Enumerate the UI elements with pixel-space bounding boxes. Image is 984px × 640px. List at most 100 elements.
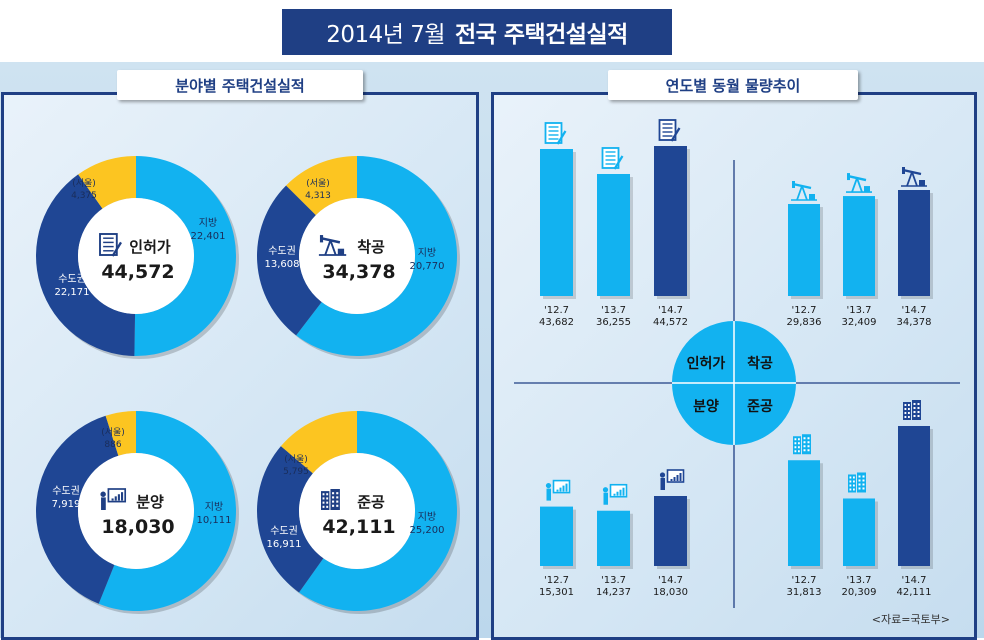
- window: [798, 450, 800, 453]
- label-jibang: 지방: [199, 217, 217, 229]
- bar-chart-4: '12.731,813 '13.720,309 '14.742,111: [787, 400, 933, 598]
- board-bar: [679, 473, 682, 481]
- document-sheet: [99, 233, 118, 256]
- pump-frame: [324, 239, 337, 256]
- bar-3: [654, 146, 687, 296]
- window: [908, 416, 910, 418]
- oil-pump-icon: [318, 235, 347, 256]
- bar-value: 31,813: [787, 587, 822, 598]
- pump-head: [792, 181, 795, 189]
- presenter-head: [602, 487, 609, 493]
- tower-right: [802, 434, 811, 455]
- center-name: 준공: [357, 493, 385, 511]
- bar-category: '12.7: [544, 575, 569, 586]
- window: [794, 450, 797, 453]
- bar-2: [597, 173, 630, 296]
- window: [862, 483, 865, 486]
- window: [908, 412, 910, 414]
- window: [853, 484, 855, 487]
- window: [853, 488, 855, 491]
- bar-value: 44,572: [653, 317, 688, 328]
- window: [794, 438, 797, 441]
- building-icon: [793, 434, 811, 455]
- window: [794, 442, 797, 445]
- window: [858, 479, 861, 482]
- window: [322, 493, 325, 496]
- board-bar: [670, 479, 673, 481]
- oil-pump-icon: [846, 173, 872, 193]
- donut-chart-4: 지방 25,200 수도권 16,911 (서울) 5,795 준공 42,111: [256, 411, 460, 614]
- center-label-bunyang: 분양: [693, 399, 719, 415]
- pen-stroke: [670, 127, 681, 142]
- slice-seoul: [105, 411, 136, 456]
- document-sheet: [544, 122, 563, 144]
- document-icon: [544, 122, 567, 145]
- tower-left: [793, 436, 801, 455]
- presenter-body: [546, 488, 551, 501]
- value-jibang: 25,200: [410, 525, 445, 536]
- window: [326, 505, 329, 508]
- window: [322, 497, 325, 500]
- bar-value: 43,682: [539, 317, 574, 328]
- title-regular: 2014년 7월: [326, 22, 445, 48]
- window: [904, 404, 907, 406]
- window: [913, 415, 916, 417]
- bar-category: '14.7: [658, 305, 683, 316]
- source-note: <자료=국토부>: [871, 613, 950, 626]
- board-bar: [673, 477, 676, 481]
- label-sudogwon: 수도권: [268, 245, 296, 257]
- board-bar: [114, 496, 117, 501]
- window: [332, 504, 335, 507]
- label-seoul: (서울): [72, 178, 96, 189]
- bar-category: '13.7: [601, 575, 626, 586]
- window: [807, 449, 810, 452]
- window: [332, 492, 335, 495]
- building-icon: [321, 489, 340, 510]
- slice-jibang: [98, 411, 237, 611]
- window: [326, 501, 329, 504]
- window: [904, 412, 907, 414]
- value-sudogwon: 7,919: [52, 499, 81, 510]
- label-jibang: 지방: [205, 501, 223, 513]
- bar-value: 32,409: [842, 317, 877, 328]
- pump-base: [337, 248, 345, 255]
- window: [908, 408, 910, 410]
- value-sudogwon: 16,911: [267, 539, 302, 550]
- slice-jibang: [134, 156, 237, 357]
- presenter-head: [545, 482, 552, 489]
- board-bar: [616, 491, 619, 496]
- board-bar: [676, 475, 679, 481]
- window: [858, 487, 861, 490]
- board-bar: [121, 492, 124, 501]
- bar-value: 42,111: [897, 587, 932, 598]
- center-name: 분양: [136, 493, 164, 511]
- window: [336, 500, 339, 503]
- bar-value: 29,836: [787, 317, 822, 328]
- window: [336, 496, 339, 499]
- window: [807, 437, 810, 440]
- window: [862, 479, 865, 482]
- value-sudogwon: 22,171: [55, 287, 90, 298]
- presenter-icon: [602, 483, 628, 505]
- label-sudogwon: 수도권: [52, 485, 80, 497]
- window: [917, 403, 920, 405]
- center-label-chakgong: 착공: [747, 355, 773, 372]
- board-bar: [117, 494, 120, 501]
- page-title: 2014년 7월 전국 주택건설실적: [282, 9, 672, 55]
- tower-right: [912, 400, 921, 420]
- bar-3: [898, 426, 930, 566]
- board-bar: [562, 485, 565, 492]
- board-bar: [111, 498, 114, 501]
- bar-value: 20,309: [842, 587, 877, 598]
- window: [336, 492, 339, 495]
- donut-hole: [78, 453, 194, 569]
- window: [853, 480, 855, 483]
- bar-2: [597, 510, 630, 566]
- window: [908, 404, 910, 406]
- center-name: 착공: [357, 238, 385, 256]
- bar-category: '14.7: [901, 575, 926, 586]
- slice-seoul: [286, 156, 357, 216]
- board-bar: [556, 489, 559, 492]
- bar-category: '14.7: [901, 305, 926, 316]
- pen-stroke: [111, 241, 122, 257]
